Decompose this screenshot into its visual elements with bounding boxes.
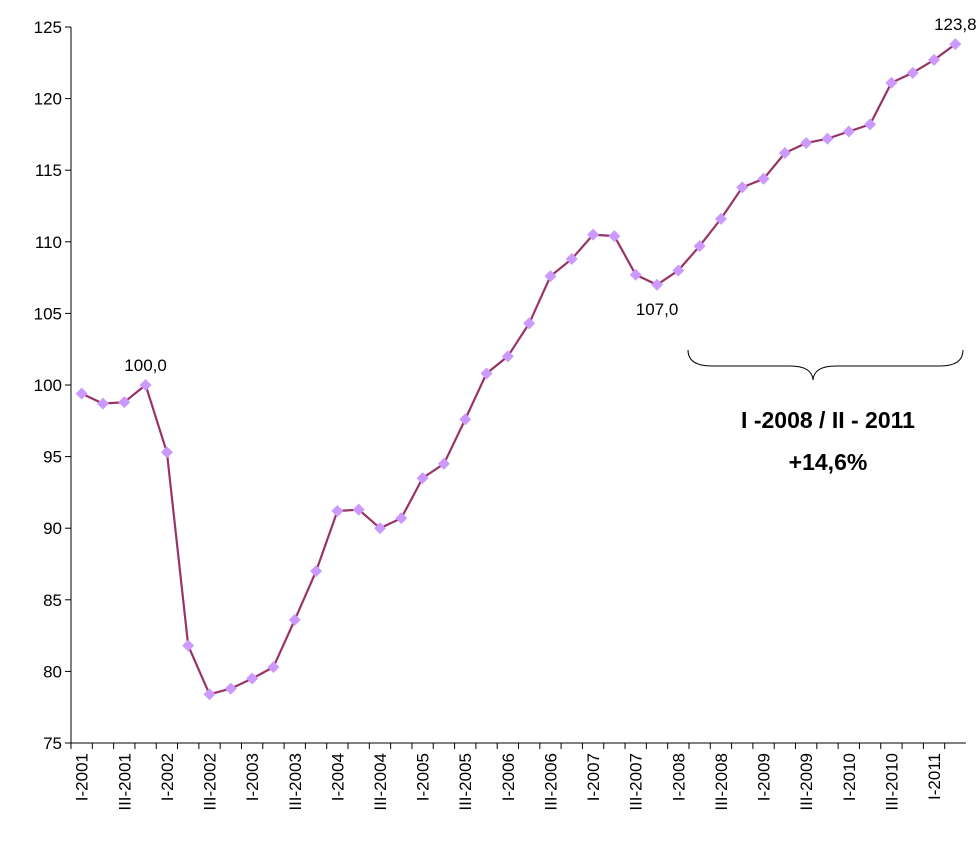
x-tick-label: I-2011 — [925, 753, 944, 800]
x-tick-label: III-2010 — [882, 753, 901, 811]
marker — [288, 613, 301, 626]
marker — [651, 278, 664, 291]
marker — [842, 125, 855, 138]
x-tick-label: III-2002 — [201, 753, 220, 811]
marker — [352, 503, 365, 516]
x-tick-label: III-2009 — [797, 753, 816, 811]
marker — [224, 682, 237, 695]
y-tick-label: 85 — [43, 591, 62, 610]
marker — [778, 147, 791, 160]
y-tick-label: 80 — [43, 662, 62, 681]
x-tick-label: I-2001 — [73, 753, 92, 801]
y-tick-label: 95 — [43, 448, 62, 467]
marker — [416, 472, 429, 485]
x-tick-label: III-2006 — [541, 753, 560, 811]
marker — [310, 565, 323, 578]
marker — [821, 132, 834, 145]
marker — [523, 317, 536, 330]
marker — [501, 350, 514, 363]
x-tick-label: III-2008 — [712, 753, 731, 811]
marker — [693, 240, 706, 253]
marker — [331, 505, 344, 518]
x-tick-label: I-2005 — [414, 753, 433, 801]
marker — [373, 522, 386, 535]
marker — [608, 230, 621, 243]
data-label: 123,8 — [934, 15, 977, 34]
x-tick-label: I-2008 — [669, 753, 688, 801]
marker — [757, 172, 770, 185]
y-tick-label: 110 — [35, 233, 62, 252]
x-tick-label: I-2009 — [755, 753, 774, 801]
y-tick-label: 105 — [34, 304, 62, 323]
marker — [96, 397, 109, 410]
x-tick-label: I-2010 — [840, 753, 859, 801]
marker — [736, 181, 749, 194]
annotation: I -2008 / II - 2011 — [741, 407, 915, 433]
x-tick-label: I-2003 — [243, 753, 262, 801]
marker — [928, 53, 941, 66]
marker — [437, 457, 450, 470]
marker — [75, 387, 88, 400]
marker — [267, 661, 280, 674]
marker — [906, 66, 919, 79]
x-tick-label: III-2005 — [456, 753, 475, 811]
x-tick-label: III-2004 — [371, 753, 390, 811]
y-tick-label: 120 — [34, 90, 62, 109]
y-tick-label: 90 — [43, 519, 62, 538]
marker — [182, 639, 195, 652]
x-tick-label: I-2004 — [328, 753, 347, 801]
y-tick-label: 125 — [34, 18, 62, 37]
x-tick-label: I-2002 — [158, 753, 177, 801]
marker — [118, 396, 131, 409]
marker — [587, 228, 600, 241]
brace — [687, 349, 964, 381]
y-tick-label: 115 — [35, 161, 62, 180]
x-tick-label: III-2003 — [286, 753, 305, 811]
marker — [949, 38, 962, 51]
marker — [885, 76, 898, 89]
marker — [139, 379, 152, 391]
marker — [714, 212, 727, 225]
marker — [629, 268, 642, 281]
y-tick-label: 100 — [34, 376, 62, 395]
marker — [800, 136, 813, 149]
marker — [160, 446, 173, 459]
marker — [246, 672, 259, 685]
marker — [672, 264, 685, 277]
marker — [459, 413, 472, 426]
x-tick-label: I-2006 — [499, 753, 518, 801]
x-tick-label: III-2007 — [627, 753, 646, 811]
data-label: 100,0 — [124, 356, 167, 375]
marker — [203, 688, 216, 701]
marker — [395, 512, 408, 525]
data-label: 107,0 — [636, 300, 679, 319]
x-tick-label: I-2007 — [584, 753, 603, 801]
marker — [544, 270, 557, 283]
marker — [864, 118, 877, 131]
line — [81, 43, 956, 696]
marker — [565, 252, 578, 265]
x-tick-label: III-2001 — [115, 753, 134, 811]
marker — [480, 367, 493, 380]
y-tick-label: 75 — [43, 734, 62, 753]
annotation: +14,6% — [789, 449, 868, 475]
